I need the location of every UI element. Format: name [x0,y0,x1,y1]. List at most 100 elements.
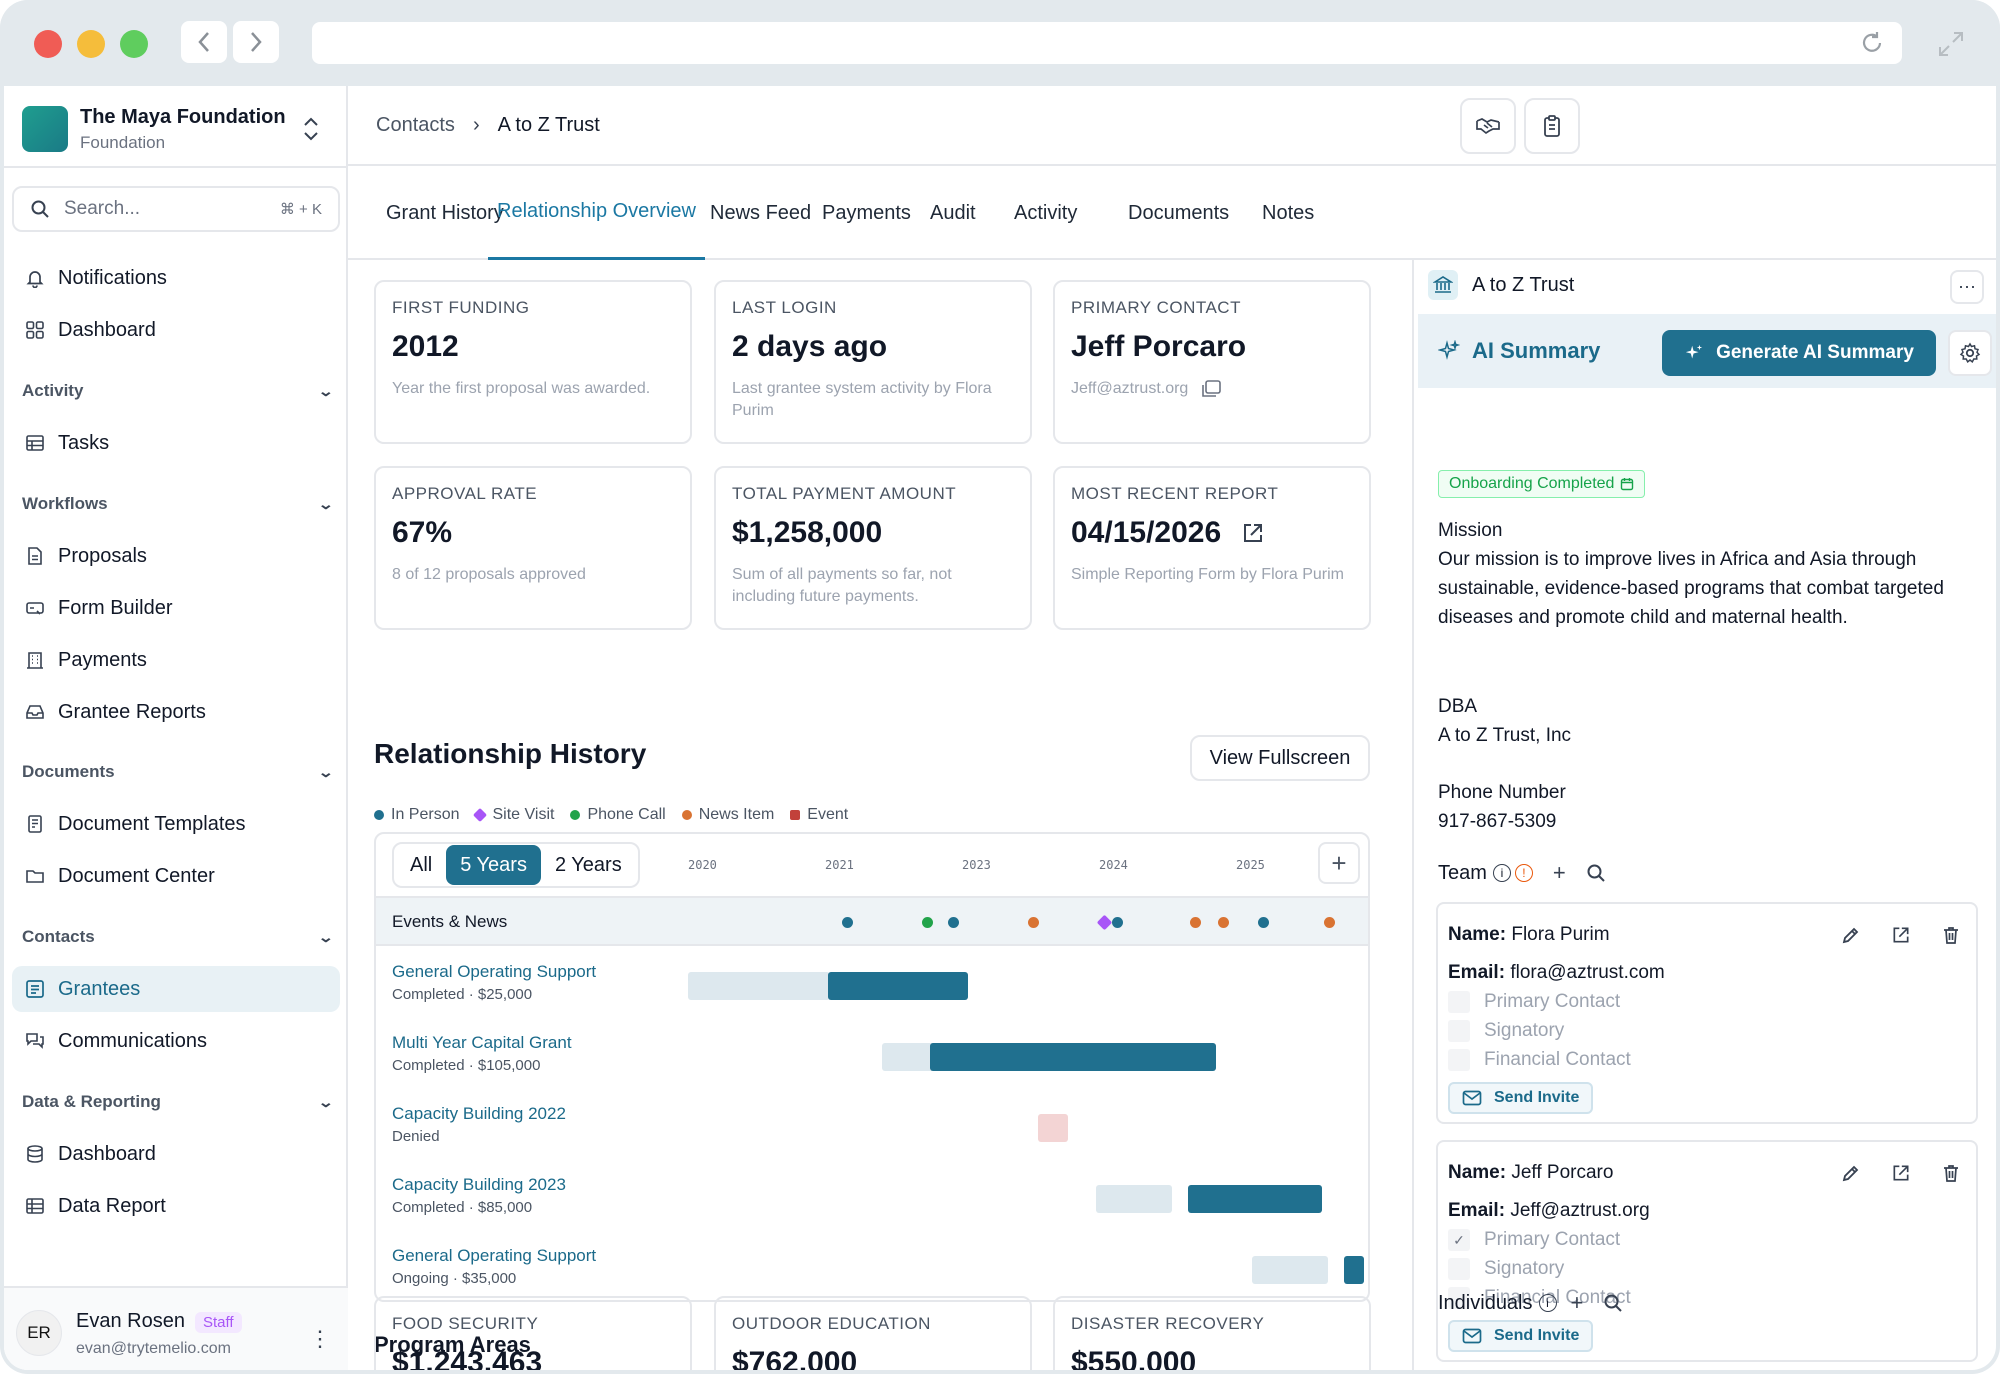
grant-link[interactable]: Capacity Building 2022 [392,1104,566,1123]
event-dot-in-person[interactable] [842,917,853,928]
open-external-icon[interactable] [1241,521,1265,545]
range-all[interactable]: All [410,853,433,876]
grant-bar-pending[interactable] [882,1043,936,1071]
maximize-window-button[interactable] [120,30,148,58]
copy-icon[interactable] [1200,379,1222,399]
sidebar-item-document-center[interactable]: Document Center [12,853,340,899]
grant-bar-funded[interactable] [930,1043,1216,1071]
breadcrumb-parent[interactable]: Contacts [376,114,455,136]
sidebar-item-grantees[interactable]: Grantees [12,966,340,1012]
edit-icon[interactable] [1840,1162,1862,1184]
sidebar-item-label: Proposals [58,544,147,567]
event-dot-in-person[interactable] [948,917,959,928]
search-icon[interactable] [1603,1293,1623,1313]
ai-settings-button[interactable] [1948,330,1992,376]
close-window-button[interactable] [34,30,62,58]
event-dot-news-item[interactable] [1324,917,1335,928]
send-invite-button[interactable]: Send Invite [1448,1082,1594,1114]
sidebar-item-communications[interactable]: Communications [12,1018,340,1064]
role-checkbox-primary[interactable]: Primary Contact [1448,991,1620,1013]
address-bar[interactable] [312,22,1902,64]
search-input[interactable]: Search... ⌘ + K [12,186,340,232]
view-fullscreen-button[interactable]: View Fullscreen [1190,735,1370,781]
add-team-member-button[interactable]: + [1552,860,1566,885]
user-profile[interactable]: ER Evan Rosen Staff evan@trytemelio.com ⋮ [4,1286,348,1370]
section-title: Activity [22,381,84,400]
role-checkbox-primary[interactable]: ✓ Primary Contact [1448,1229,1620,1251]
reload-icon[interactable] [1858,29,1886,57]
sidebar-section-contacts[interactable]: Contacts ⌄ [22,922,334,952]
trash-icon[interactable] [1940,1162,1962,1184]
event-dot-site-visit[interactable] [1096,914,1113,931]
more-vertical-icon[interactable]: ⋮ [309,1326,331,1351]
handshake-button[interactable] [1460,98,1516,154]
tab-news-feed[interactable]: News Feed [710,201,812,224]
tab-notes[interactable]: Notes [1262,201,1315,224]
expand-icon[interactable] [1935,28,1967,60]
role-checkbox-signatory[interactable]: Signatory [1448,1020,1564,1042]
org-switcher[interactable]: The Maya Foundation Foundation [22,104,332,154]
sidebar-item-document-templates[interactable]: Document Templates [12,801,340,847]
warning-icon[interactable]: ! [1514,864,1533,882]
event-dot-news-item[interactable] [1190,917,1201,928]
open-external-icon[interactable] [1890,1162,1912,1184]
tab-payments[interactable]: Payments [822,201,911,224]
program-area-label: OUTDOOR EDUCATION [732,1314,931,1333]
range-5-years[interactable]: 5 Years [446,845,541,885]
minimize-window-button[interactable] [77,30,105,58]
sidebar-item-data-dashboard[interactable]: Dashboard [12,1131,340,1177]
sidebar-item-grantee-reports[interactable]: Grantee Reports [12,689,340,735]
tab-grant-history[interactable]: Grant History [386,201,504,224]
tab-activity[interactable]: Activity [1014,201,1078,224]
add-event-button[interactable]: + [1318,842,1360,884]
grant-bar-funded[interactable] [1344,1256,1364,1284]
clipboard-button[interactable] [1524,98,1580,154]
grant-bar-pending[interactable] [1252,1256,1328,1284]
sidebar-item-form-builder[interactable]: Form Builder [12,585,340,631]
back-button[interactable] [181,21,227,63]
grant-link[interactable]: General Operating Support [392,1246,597,1265]
sidebar-item-data-report[interactable]: Data Report [12,1183,340,1229]
event-dot-phone-call[interactable] [922,917,933,928]
grant-link[interactable]: General Operating Support [392,962,597,981]
sidebar-section-activity[interactable]: Activity ⌄ [22,376,334,406]
event-dot-in-person[interactable] [1258,917,1269,928]
browser-titlebar [0,0,2000,86]
generate-ai-summary-button[interactable]: Generate AI Summary [1662,330,1936,376]
trash-icon[interactable] [1940,924,1962,946]
grant-bar-funded[interactable] [828,972,968,1000]
grant-bar-pending[interactable] [688,972,830,1000]
sidebar-section-documents[interactable]: Documents ⌄ [22,757,334,787]
search-icon[interactable] [1586,863,1606,883]
event-dot-news-item[interactable] [1028,917,1039,928]
event-dot-in-person[interactable] [1112,917,1123,928]
role-checkbox-financial[interactable]: Financial Contact [1448,1287,1631,1309]
tab-relationship-overview[interactable]: Relationship Overview [488,166,705,260]
grant-bar-funded[interactable] [1188,1185,1322,1213]
sidebar-item-proposals[interactable]: Proposals [12,533,340,579]
event-dot-news-item[interactable] [1218,917,1229,928]
sidebar-item-payments[interactable]: Payments [12,637,340,683]
grant-bar-pending[interactable] [1096,1185,1172,1213]
add-individual-button[interactable]: + [1570,1290,1584,1315]
role-checkbox-signatory[interactable]: Signatory [1448,1258,1564,1280]
sidebar-section-workflows[interactable]: Workflows ⌄ [22,489,334,519]
send-invite-button[interactable]: Send Invite [1448,1320,1594,1352]
grant-link[interactable]: Capacity Building 2023 [392,1175,566,1194]
range-2-years[interactable]: 2 Years [554,853,622,876]
sidebar-section-data-reporting[interactable]: Data & Reporting ⌄ [22,1087,334,1117]
sidebar-item-dashboard[interactable]: Dashboard [12,307,340,353]
grant-bar-denied[interactable] [1038,1114,1068,1142]
sidebar-item-tasks[interactable]: Tasks [12,420,340,466]
grant-link[interactable]: Multi Year Capital Grant [392,1033,572,1052]
info-icon[interactable]: i [1492,864,1511,882]
tab-audit[interactable]: Audit [930,201,976,224]
edit-icon[interactable] [1840,924,1862,946]
sidebar-item-notifications[interactable]: Notifications [12,255,340,301]
info-icon[interactable]: i [1538,1294,1557,1312]
forward-button[interactable] [233,21,279,63]
more-horizontal-icon[interactable]: ⋯ [1950,270,1984,304]
open-external-icon[interactable] [1890,924,1912,946]
role-checkbox-financial[interactable]: Financial Contact [1448,1049,1631,1071]
tab-documents[interactable]: Documents [1128,201,1230,224]
